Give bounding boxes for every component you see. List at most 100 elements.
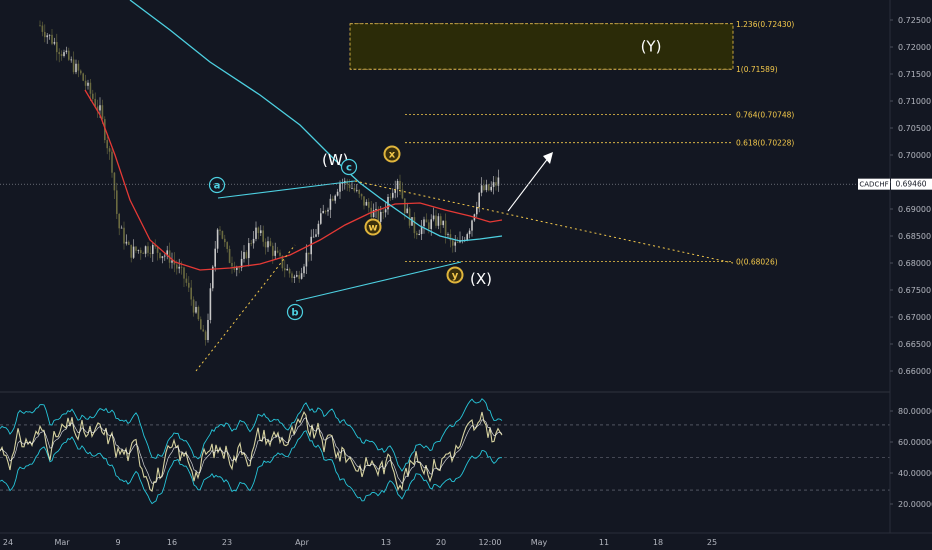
candle-body: [291, 273, 293, 278]
candle-body: [216, 229, 219, 249]
candle-body: [89, 82, 92, 94]
candle-body: [430, 219, 432, 230]
candle-body: [320, 213, 322, 224]
trendline-b-y: [295, 261, 462, 302]
candle-body: [228, 248, 231, 263]
candle-body: [96, 106, 99, 111]
symbol-tag: [858, 178, 890, 190]
candle-body: [389, 196, 392, 198]
candle-body: [53, 42, 56, 44]
candle-body: [425, 219, 428, 223]
target-zone-label: (Y): [641, 37, 662, 55]
candle-body: [497, 177, 500, 186]
candle-body: [140, 250, 142, 254]
wave-circle-b: [286, 303, 304, 321]
candle-body: [288, 268, 291, 274]
candle-body: [437, 216, 440, 226]
moving-average-cyan: [129, 0, 503, 242]
candle-body: [137, 250, 140, 251]
price-tick-label: 0.68000: [898, 259, 931, 268]
candle-body: [132, 246, 135, 258]
candle-body: [260, 230, 262, 234]
candle-body: [413, 217, 416, 234]
candle-body: [231, 262, 233, 267]
candle-body: [298, 275, 300, 279]
candle-body: [476, 207, 478, 215]
wave-circle-label-x: x: [389, 150, 396, 161]
candle-body: [44, 31, 46, 38]
candle-body: [428, 222, 430, 230]
trendline-a-c: [217, 180, 356, 199]
candle-body: [435, 215, 437, 226]
candle-body: [116, 190, 118, 214]
candle-body: [188, 282, 190, 288]
wave-label-X: (X): [470, 270, 492, 288]
candle-body: [48, 34, 51, 36]
price-tick-label: 0.71500: [898, 70, 931, 79]
candle-body: [466, 234, 468, 240]
candle-body: [267, 241, 269, 248]
candle-body: [94, 98, 96, 107]
date-tick-label: 24: [3, 538, 13, 547]
price-pane[interactable]: 1.236(0.72430) 1(0.71589) 0.764(0.70748) 0.…: [39, 0, 794, 372]
candle-body: [176, 264, 178, 269]
candle-body: [180, 266, 183, 268]
candle-body: [336, 191, 339, 196]
candle-body: [202, 329, 204, 332]
last-price-marker: CADCHF 0.69460: [0, 178, 932, 190]
candle-body: [149, 252, 152, 254]
candle-body: [447, 234, 449, 236]
wave-circle-label-y: y: [452, 271, 459, 282]
oscillator-pane[interactable]: [0, 398, 890, 505]
candle-body: [80, 70, 82, 74]
candle-body: [442, 220, 444, 226]
candle-body: [183, 267, 185, 279]
price-tick-label: 0.71000: [898, 97, 931, 106]
date-tick-label: 13: [381, 538, 391, 547]
candle-body: [483, 185, 485, 191]
fib-level-label: 1(0.71589): [736, 65, 778, 74]
last-price-tag: [891, 178, 932, 190]
candle-body: [190, 287, 192, 300]
candle-body: [339, 183, 341, 192]
candle-body: [156, 246, 159, 253]
candle-body: [214, 248, 216, 267]
candle-body: [274, 250, 276, 256]
candle-body: [308, 252, 310, 255]
candle-body: [63, 52, 65, 57]
candle-body: [101, 105, 104, 120]
candle-body: [401, 189, 404, 199]
candle-body: [341, 183, 344, 185]
candle-body: [408, 208, 411, 226]
candle-body: [468, 230, 471, 235]
candle-body: [185, 278, 188, 283]
date-tick-label: May: [531, 538, 548, 547]
candle-body: [452, 240, 454, 246]
wave-circle-inner-w: [366, 220, 380, 234]
candle-body: [310, 236, 312, 255]
candle-body: [348, 184, 351, 189]
candle-body: [456, 242, 459, 244]
candle-body: [377, 208, 380, 222]
date-tick-label: 23: [222, 538, 232, 547]
candle-body: [70, 59, 72, 61]
candle-body: [207, 319, 209, 341]
candle-body: [113, 172, 116, 191]
wave-circle-label-b: b: [291, 308, 298, 319]
candle-body: [488, 184, 490, 191]
candle-body: [60, 54, 63, 57]
candle-body: [315, 234, 317, 237]
price-tick-label: 0.68500: [898, 232, 931, 241]
candle-body: [125, 241, 128, 244]
candle-body: [399, 180, 401, 190]
candle-body: [406, 208, 408, 214]
date-tick-label: 12:00: [478, 538, 501, 547]
date-tick-label: 20: [436, 538, 446, 547]
oscillator-levels: [0, 424, 890, 491]
time-axis[interactable]: 24 Mar 9 16 23 Apr 13 20 12:00 May 11 18 25: [0, 532, 932, 547]
candle-body: [286, 268, 288, 271]
